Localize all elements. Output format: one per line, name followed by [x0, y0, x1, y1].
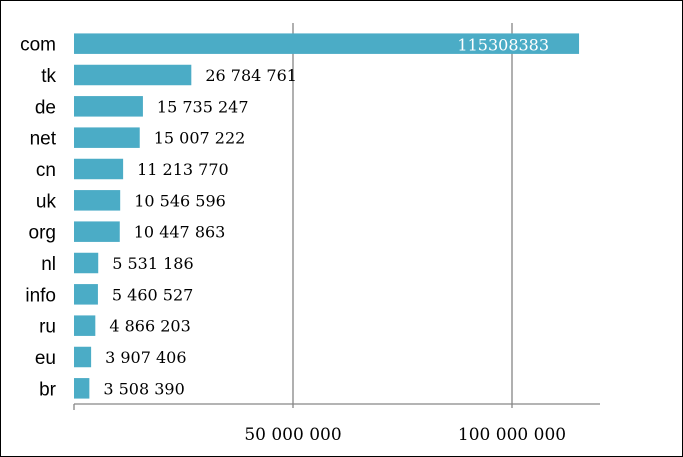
category-label: nl — [41, 254, 56, 275]
value-label: 3 508 390 — [103, 379, 184, 398]
value-label: 3 907 406 — [105, 348, 186, 367]
category-label: uk — [36, 191, 57, 212]
value-label: 5 460 527 — [112, 285, 193, 304]
value-label: 10 447 863 — [134, 223, 226, 242]
value-label: 15 735 247 — [157, 97, 249, 116]
category-label: net — [30, 129, 57, 150]
label-layer: 50 000 000 100 000 000 com 115308383 tk 26 78… — [20, 35, 566, 445]
bar-cn — [74, 158, 124, 180]
value-label: 4 866 203 — [109, 317, 190, 336]
category-label: tk — [41, 66, 56, 87]
bar-net — [74, 127, 140, 148]
axis-layer — [73, 403, 600, 410]
bar-com — [74, 33, 580, 54]
bar-ru — [74, 315, 96, 336]
bar-eu — [74, 346, 92, 368]
bar-tk — [74, 64, 192, 86]
category-label: org — [29, 223, 56, 244]
category-label: info — [25, 285, 56, 306]
category-label: br — [39, 379, 57, 400]
category-label: cn — [36, 160, 56, 181]
value-label: 15 007 222 — [154, 129, 246, 148]
x-tick-label: 50 000 000 — [244, 425, 341, 445]
bar-info — [74, 284, 98, 305]
value-label: 115308383 — [457, 36, 549, 55]
bar-nl — [74, 252, 99, 274]
category-label: de — [35, 97, 56, 118]
value-label: 5 531 186 — [112, 254, 193, 273]
value-label: 10 546 596 — [134, 191, 226, 210]
bar-br — [74, 378, 90, 399]
x-tick-label: 100 000 000 — [458, 425, 566, 445]
category-label: ru — [39, 317, 56, 338]
category-label: com — [20, 35, 56, 56]
value-label: 26 784 761 — [205, 66, 297, 85]
category-label: eu — [35, 348, 56, 369]
bar-layer — [74, 33, 580, 399]
bar-org — [74, 221, 120, 242]
bar-de — [74, 96, 143, 117]
value-label: 11 213 770 — [137, 160, 229, 179]
bar-uk — [74, 190, 121, 211]
grid-layer — [292, 23, 513, 408]
